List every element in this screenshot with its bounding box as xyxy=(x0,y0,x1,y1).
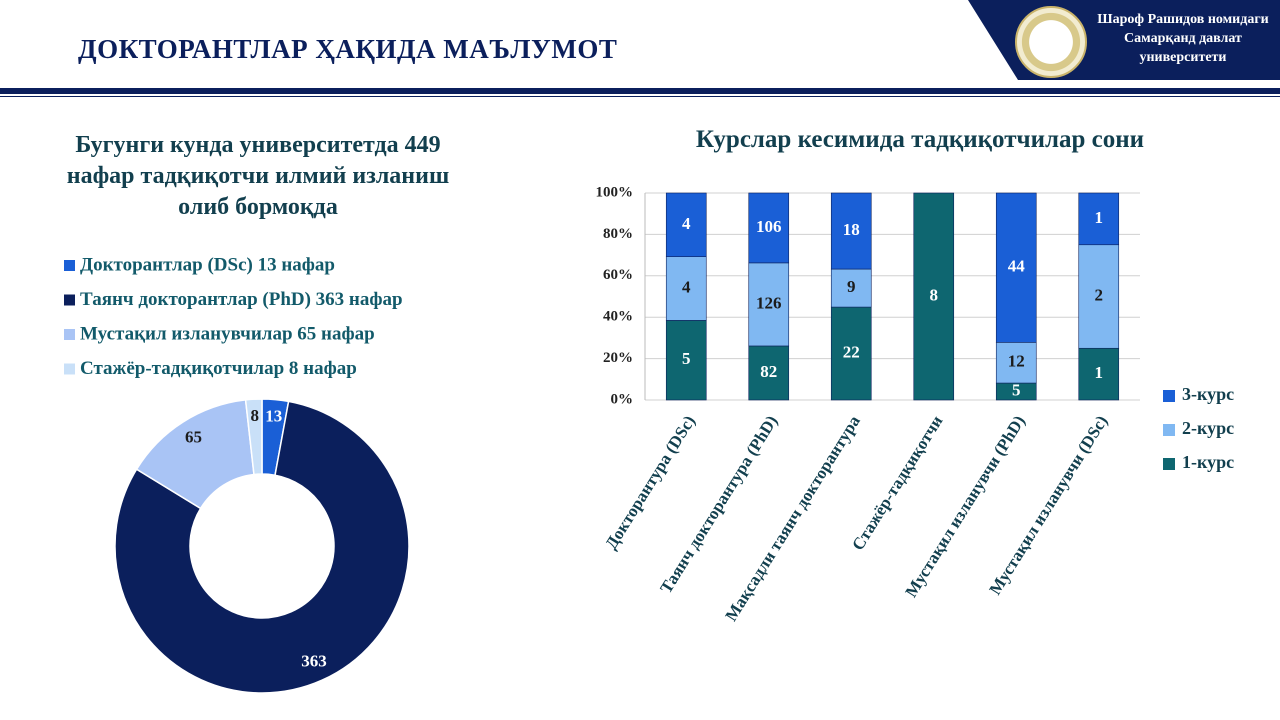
header-rule xyxy=(0,96,1280,97)
bar-segment xyxy=(748,262,790,347)
data-label: 106 xyxy=(756,217,782,236)
legend-swatch xyxy=(64,329,75,340)
y-tick-label: 0% xyxy=(611,391,634,407)
bar-segment xyxy=(1078,347,1120,401)
x-tick-label: Стажёр-тадқиқотчи xyxy=(848,412,946,554)
legend-label: Докторантлар (DSc) 13 нафар xyxy=(80,254,335,275)
legend-swatch xyxy=(64,260,75,271)
bar-segment xyxy=(830,192,872,270)
y-tick-label: 20% xyxy=(603,350,633,366)
x-tick-label: Мақсадли таянч докторантура xyxy=(721,412,864,625)
data-label: 65 xyxy=(185,427,202,446)
y-tick-label: 100% xyxy=(596,184,634,200)
university-line: университети xyxy=(1139,50,1227,65)
data-label: 363 xyxy=(301,651,327,670)
header-rule xyxy=(0,88,1280,94)
legend-swatch xyxy=(64,294,75,306)
data-label: 5 xyxy=(682,349,691,368)
data-label: 2 xyxy=(1095,285,1104,304)
bar-segment xyxy=(830,268,872,308)
data-label: 12 xyxy=(1008,352,1025,371)
y-tick-label: 80% xyxy=(603,226,633,242)
legend-label: Таянч докторантлар (PhD) 363 нафар xyxy=(80,289,403,310)
bar-segment xyxy=(995,192,1037,343)
data-label: 126 xyxy=(756,293,782,312)
university-logo xyxy=(1015,6,1087,78)
data-label: 8 xyxy=(251,406,260,425)
bar-segment xyxy=(748,192,790,264)
university-line: Шароф Рашидов номидаги xyxy=(1097,12,1269,27)
x-tick-label: Докторантура (DSc) xyxy=(601,412,699,552)
bar-segment xyxy=(1078,244,1120,349)
bar-segment xyxy=(1078,192,1120,246)
data-label: 1 xyxy=(1095,208,1104,227)
donut-segment xyxy=(114,400,410,694)
legend-label: 3-курс xyxy=(1182,384,1234,404)
legend-label: Мустақил изланувчилар 65 нафар xyxy=(80,323,375,344)
bar-segment xyxy=(665,320,707,401)
legend-swatch xyxy=(64,363,75,375)
legend-swatch xyxy=(1163,390,1175,402)
legend-label: Стажёр-тадқиқотчилар 8 нафар xyxy=(80,358,357,379)
data-label: 18 xyxy=(843,220,860,239)
bar-segment xyxy=(748,345,790,401)
bar-segment xyxy=(665,192,707,257)
university-name: Шароф Рашидов номидаги Самарқанд давлат … xyxy=(1088,10,1278,67)
university-line: Самарқанд давлат xyxy=(1124,31,1242,46)
data-label: 5 xyxy=(1012,380,1021,399)
bar-segment xyxy=(665,256,707,321)
legend-label: 2-курс xyxy=(1182,418,1234,438)
data-label: 22 xyxy=(843,342,860,361)
data-label: 4 xyxy=(682,277,691,296)
legend-swatch xyxy=(1163,424,1175,436)
bar-segment xyxy=(913,192,955,401)
y-tick-label: 40% xyxy=(603,309,633,325)
slide-title: ДОКТОРАНТЛАР ҲАҚИДА МАЪЛУМОТ xyxy=(78,34,618,64)
legend-label: 1-курс xyxy=(1182,452,1234,472)
data-label: 1 xyxy=(1095,363,1104,382)
data-label: 13 xyxy=(265,406,282,425)
y-tick-label: 60% xyxy=(603,267,633,283)
data-label: 4 xyxy=(682,214,691,233)
data-label: 44 xyxy=(1008,257,1026,276)
donut-title: Бугунги кунда университетда 449 нафар та… xyxy=(66,132,450,220)
bar-segment xyxy=(995,342,1037,384)
data-label: 9 xyxy=(847,277,856,296)
data-label: 82 xyxy=(760,362,777,381)
legend-swatch xyxy=(1163,458,1175,470)
data-label: 8 xyxy=(930,285,939,304)
bar-title: Курслар кесимида тадқиқотчилар сони xyxy=(695,126,1145,153)
donut-segment xyxy=(244,398,263,476)
